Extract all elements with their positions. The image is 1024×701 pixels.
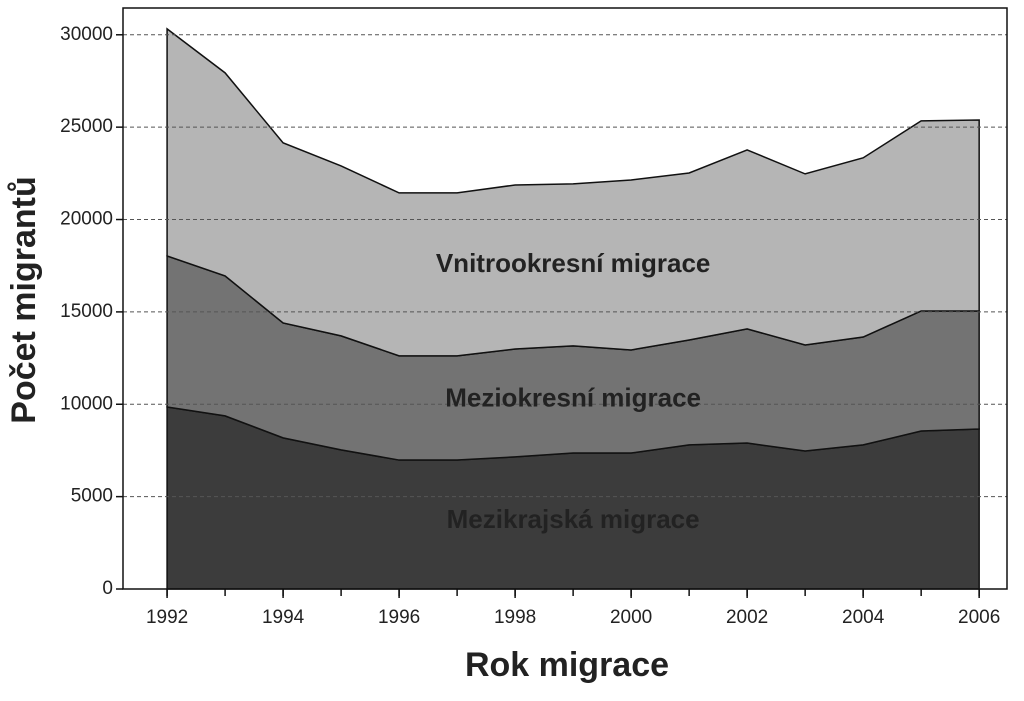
x-tick-label: 1992: [146, 607, 188, 628]
area-label: Vnitrookresní migrace: [436, 248, 711, 278]
area-label: Mezikrajská migrace: [447, 504, 700, 534]
x-tick-label: 1998: [494, 607, 536, 628]
y-tick-label: 20000: [60, 209, 113, 230]
area-label: Meziokresní migrace: [445, 382, 701, 412]
y-tick-label: 0: [102, 578, 113, 599]
y-tick-label: 15000: [60, 301, 113, 322]
x-axis-title: Rok migrace: [465, 646, 669, 684]
x-tick-label: 2006: [958, 607, 1000, 628]
area: [166, 27, 980, 357]
x-tick-label: 2002: [726, 607, 768, 628]
plot-frame: [122, 7, 1008, 590]
x-tick-label: 1996: [378, 607, 420, 628]
y-tick-label: 5000: [71, 486, 113, 507]
y-tick-label: 25000: [60, 116, 113, 137]
x-tick-label: 2004: [842, 607, 885, 628]
y-tick-label: 30000: [60, 24, 113, 45]
x-tick-label: 1994: [262, 607, 305, 628]
x-tick-label: 2000: [610, 607, 652, 628]
y-axis-title: Počet migrantů: [5, 176, 43, 423]
y-tick-label: 10000: [60, 393, 113, 414]
